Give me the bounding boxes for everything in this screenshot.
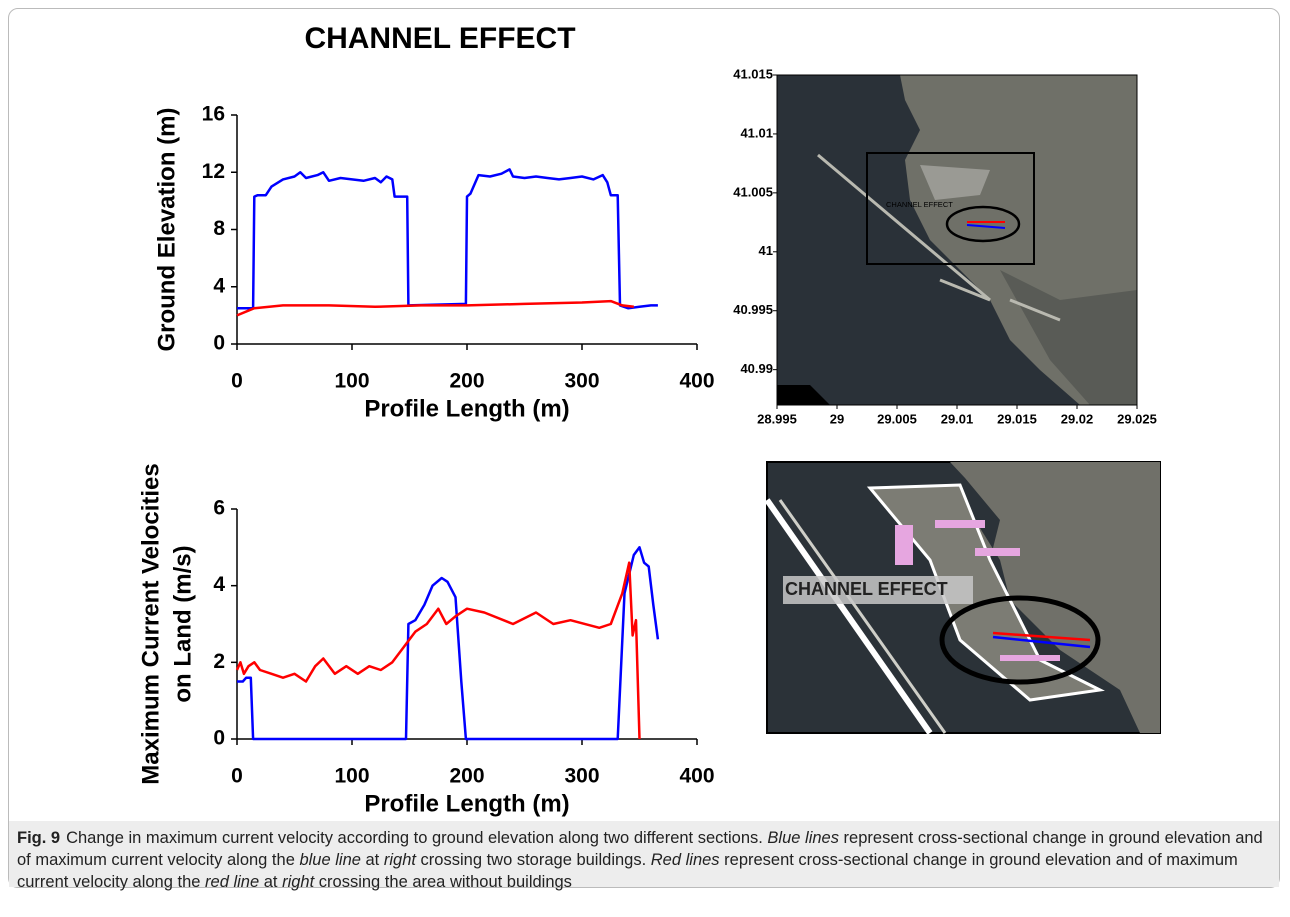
caption-text: Change in maximum current velocity accor… <box>66 829 767 847</box>
data-line <box>237 547 658 739</box>
x-tick-label: 0 <box>231 765 243 788</box>
caption-text: at <box>259 873 282 891</box>
y-tick-label: 41.01 <box>740 125 773 140</box>
y-tick-label: 0 <box>213 332 225 355</box>
caption-text: Blue lines <box>767 829 839 847</box>
y-tick-label: 16 <box>202 103 225 126</box>
x-tick-label: 100 <box>334 765 369 788</box>
y-tick-label: 41.015 <box>733 66 773 81</box>
x-tick-label: 400 <box>679 765 714 788</box>
caption-label: Fig. 9 <box>17 829 60 847</box>
y-tick-label: 41 <box>759 243 773 258</box>
caption-text: crossing two storage buildings. <box>416 851 651 869</box>
x-tick-label: 300 <box>564 765 599 788</box>
x-tick-label: 200 <box>449 370 484 393</box>
x-tick-label: 400 <box>679 370 714 393</box>
x-tick-label: 29.01 <box>941 411 974 426</box>
x-axis-label: Profile Length (m) <box>364 790 569 817</box>
caption-text: right <box>282 873 314 891</box>
y-tick-label: 6 <box>213 497 225 520</box>
chart-title: CHANNEL EFFECT <box>304 22 575 55</box>
satellite-map <box>777 75 1137 405</box>
inset-annotation: CHANNEL EFFECT <box>785 579 948 599</box>
x-tick-label: 100 <box>334 370 369 393</box>
x-tick-label: 29.025 <box>1117 411 1157 426</box>
y-tick-label: 4 <box>213 573 225 596</box>
y-tick-label: 4 <box>213 274 225 297</box>
data-line <box>237 563 640 739</box>
x-tick-label: 29.015 <box>997 411 1037 426</box>
caption-text: right <box>384 851 416 869</box>
y-tick-label: 40.99 <box>740 361 773 376</box>
data-line <box>237 169 658 308</box>
y-axis-label: on Land (m/s) <box>169 545 196 702</box>
caption-text: at <box>361 851 384 869</box>
y-tick-label: 12 <box>202 160 225 183</box>
x-tick-label: 200 <box>449 765 484 788</box>
caption-text: red line <box>205 873 259 891</box>
y-tick-label: 40.995 <box>733 302 773 317</box>
x-tick-label: 300 <box>564 370 599 393</box>
data-line <box>237 301 634 315</box>
x-tick-label: 29.005 <box>877 411 917 426</box>
y-tick-label: 2 <box>213 650 225 673</box>
caption: Fig. 9 Change in maximum current velocity… <box>9 821 1279 887</box>
caption-text: blue line <box>299 851 360 869</box>
figure-page: CHANNEL EFFECT CHANNEL EFFECT CHANNEL EF… <box>0 0 1290 917</box>
y-axis-label: Maximum Current Velocities <box>137 463 164 784</box>
y-axis-label: Ground Elevation (m) <box>153 107 180 351</box>
map-annotation: CHANNEL EFFECT <box>886 200 953 209</box>
x-axis-label: Profile Length (m) <box>364 395 569 422</box>
x-tick-label: 28.995 <box>757 411 797 426</box>
x-tick-label: 0 <box>231 370 243 393</box>
figure: CHANNEL EFFECT CHANNEL EFFECT CHANNEL EF… <box>0 0 1290 917</box>
caption-text: Red lines <box>651 851 720 869</box>
x-tick-label: 29 <box>830 411 844 426</box>
y-tick-label: 41.005 <box>733 184 773 199</box>
caption-text: crossing the area without buildings <box>314 873 572 891</box>
y-tick-label: 0 <box>213 727 225 750</box>
y-tick-label: 8 <box>213 217 225 240</box>
x-tick-label: 29.02 <box>1061 411 1094 426</box>
